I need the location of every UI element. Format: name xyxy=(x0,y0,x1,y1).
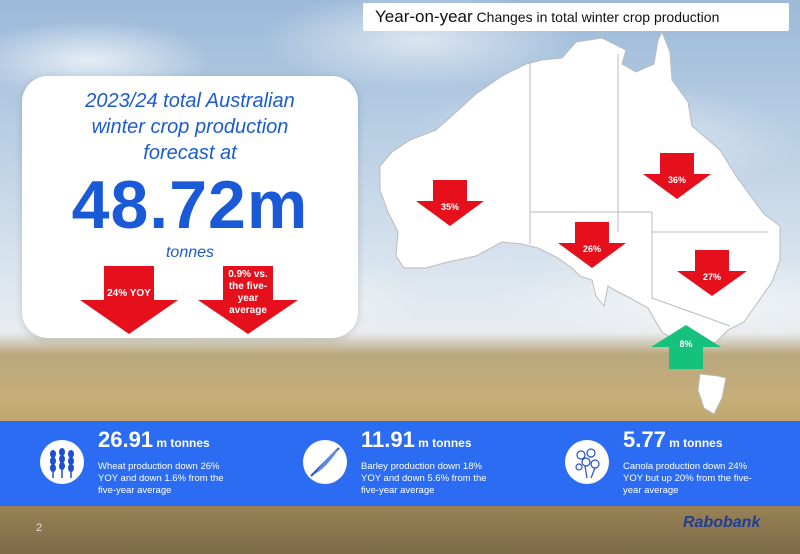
down-arrow-icon xyxy=(643,153,711,199)
barley-description: Barley production down 18% YOY and down … xyxy=(361,461,487,496)
forecast-card: 2023/24 total Australian winter crop pro… xyxy=(22,76,358,338)
vic-change-label: 8% xyxy=(679,339,693,349)
page-title: Year-on-year Changes in total winter cro… xyxy=(375,7,720,26)
title-box: Year-on-year Changes in total winter cro… xyxy=(363,3,789,31)
down-arrow-icon xyxy=(198,266,298,334)
down-arrow-icon xyxy=(677,250,747,296)
wheat-value: 26.91 m tonnes xyxy=(98,427,210,452)
canola-icon xyxy=(565,440,609,484)
crop-stats-band: 26.91 m tonnes Wheat production down 26%… xyxy=(0,421,800,506)
barley-value: 11.91 m tonnes xyxy=(361,427,472,452)
sa-down-arrow: 26% xyxy=(558,222,626,268)
forecast-heading: 2023/24 total Australian winter crop pro… xyxy=(85,90,295,164)
qld-change-label: 36% xyxy=(667,175,686,185)
wheat-icon xyxy=(40,440,84,484)
down-arrow-five-year: 0.9% vs. the five- year average xyxy=(198,266,298,334)
australia-map xyxy=(379,30,781,415)
nsw-change-label: 27% xyxy=(702,272,721,282)
qld-down-arrow: 36% xyxy=(643,153,711,199)
arrow-yoy-label: 24% YOY xyxy=(107,288,151,299)
forecast-unit: tonnes xyxy=(165,244,215,261)
down-arrow-icon xyxy=(558,222,626,268)
wa-change-label: 35% xyxy=(440,202,459,212)
down-arrow-icon xyxy=(416,180,484,226)
rabobank-logo: Rabobank xyxy=(683,514,761,531)
canola-description: Canola production down 24% YOY but up 20… xyxy=(623,461,752,496)
wa-down-arrow: 35% xyxy=(416,180,484,226)
forecast-value: 48.72m xyxy=(71,167,309,243)
arrow-five-year-label: 0.9% vs. the five- year average xyxy=(228,269,268,316)
vic-up-arrow: 8% xyxy=(651,325,721,369)
nsw-down-arrow: 27% xyxy=(677,250,747,296)
barley-icon xyxy=(303,440,347,484)
page-number: 2 xyxy=(36,522,43,534)
canola-value: 5.77 m tonnes xyxy=(623,427,723,452)
sa-change-label: 26% xyxy=(582,244,601,254)
down-arrow-yoy: 24% YOY xyxy=(80,266,178,334)
barley-stat: 11.91 m tonnes Barley production down 18… xyxy=(303,421,533,506)
australia-mainland xyxy=(379,30,781,347)
down-arrow-icon xyxy=(80,266,178,334)
canola-stat: 5.77 m tonnes Canola production down 24%… xyxy=(565,421,795,506)
wheat-stat: 26.91 m tonnes Wheat production down 26%… xyxy=(40,421,270,506)
wheat-description: Wheat production down 26% YOY and down 1… xyxy=(98,461,224,496)
up-arrow-icon xyxy=(651,325,721,369)
tasmania xyxy=(697,373,727,415)
state-borders xyxy=(529,54,768,327)
